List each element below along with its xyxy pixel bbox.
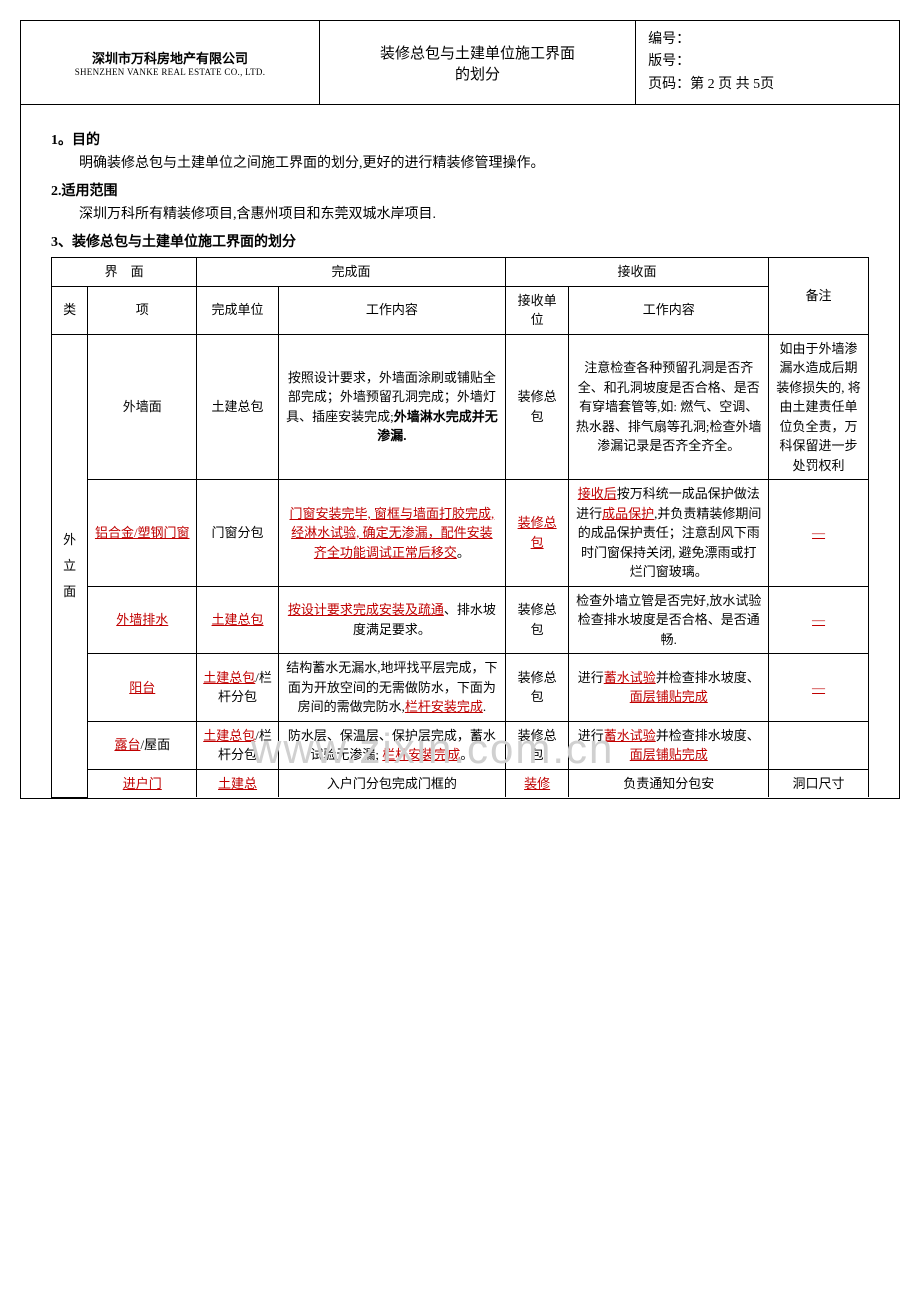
recv-unit-cell: 装修总包 xyxy=(505,334,569,480)
recv-unit-cell: 装修总包 xyxy=(505,480,569,587)
work2-cell: 进行蓄水试验并检查排水坡度、面层铺贴完成 xyxy=(569,654,769,722)
remark-cell: — xyxy=(769,480,869,587)
work1-cell: 门窗安装完毕, 窗框与墙面打胶完成, 经淋水试验, 确定无渗漏，配件安装齐全功能… xyxy=(278,480,505,587)
page-container: 深圳市万科房地产有限公司 SHENZHEN VANKE REAL ESTATE … xyxy=(20,20,900,799)
doc-title-line2: 的划分 xyxy=(332,63,623,84)
table-header-row2: 类 项 完成单位 工作内容 接收单位 工作内容 xyxy=(52,286,869,334)
category-cell: 外立面 xyxy=(52,334,88,797)
meta-no: 编号： xyxy=(648,29,887,51)
interface-table: 界 面 完成面 接收面 备注 类 项 完成单位 工作内容 接收单位 工作内容 外… xyxy=(51,257,869,798)
table-row: 阳台 土建总包/栏杆分包 结构蓄水无漏水,地坪找平层完成，下面为开放空间的无需做… xyxy=(52,654,869,722)
content-area: www.zixin.com.cn 1。目的 明确装修总包与土建单位之间施工界面的… xyxy=(21,105,899,798)
remark-cell: — xyxy=(769,654,869,722)
item-cell: 外墙排水 xyxy=(88,586,197,654)
work2-cell: 检查外墙立管是否完好,放水试验检查排水坡度是否合格、是否通畅. xyxy=(569,586,769,654)
company-name-en: SHENZHEN VANKE REAL ESTATE CO., LTD. xyxy=(33,67,307,77)
remark-cell: 如由于外墙渗漏水造成后期装修损失的, 将由土建责任单位负全责，万科保留进一步处罚… xyxy=(769,334,869,480)
hd-remark: 备注 xyxy=(769,258,869,335)
work1-cell: 防水层、保温层、保护层完成，蓄水试验无渗漏; 栏杆安装完成。 xyxy=(278,721,505,769)
page-header: 深圳市万科房地产有限公司 SHENZHEN VANKE REAL ESTATE … xyxy=(21,21,899,105)
work1-cell: 按设计要求完成安装及疏通、排水坡度满足要求。 xyxy=(278,586,505,654)
remark-cell: — xyxy=(769,586,869,654)
company-name-cn: 深圳市万科房地产有限公司 xyxy=(33,48,307,67)
section2-text: 深圳万科所有精装修项目,含惠州项目和东莞双城水岸项目. xyxy=(51,204,869,225)
done-unit-cell: 土建总包 xyxy=(197,586,279,654)
meta-ver: 版号： xyxy=(648,51,887,73)
table-row: 外立面 外墙面 土建总包 按照设计要求，外墙面涂刷或铺贴全部完成；外墙预留孔洞完… xyxy=(52,334,869,480)
hd-work2: 工作内容 xyxy=(569,286,769,334)
done-unit-cell: 土建总包/栏杆分包 xyxy=(197,721,279,769)
doc-meta-cell: 编号： 版号： 页码：第 2 页 共 5页 xyxy=(636,21,899,105)
table-header-row1: 界 面 完成面 接收面 备注 xyxy=(52,258,869,287)
table-row: 铝合金/塑钢门窗 门窗分包 门窗安装完毕, 窗框与墙面打胶完成, 经淋水试验, … xyxy=(52,480,869,587)
recv-unit-cell: 装修总包 xyxy=(505,721,569,769)
item-cell: 阳台 xyxy=(88,654,197,722)
done-unit-cell: 门窗分包 xyxy=(197,480,279,587)
work2-cell: 负责通知分包安 xyxy=(569,769,769,797)
meta-page: 页码：第 2 页 共 5页 xyxy=(648,74,887,96)
done-unit-cell: 土建总包/栏杆分包 xyxy=(197,654,279,722)
section1-title: 1。目的 xyxy=(51,129,869,149)
hd-interface: 界 面 xyxy=(52,258,197,287)
hd-recv: 接收面 xyxy=(505,258,768,287)
hd-recv-unit: 接收单位 xyxy=(505,286,569,334)
table-row: 外墙排水 土建总包 按设计要求完成安装及疏通、排水坡度满足要求。 装修总包 检查… xyxy=(52,586,869,654)
done-unit-cell: 土建总 xyxy=(197,769,279,797)
table-row: 露台/屋面 土建总包/栏杆分包 防水层、保温层、保护层完成，蓄水试验无渗漏; 栏… xyxy=(52,721,869,769)
item-cell: 铝合金/塑钢门窗 xyxy=(88,480,197,587)
hd-item: 项 xyxy=(88,286,197,334)
remark-cell xyxy=(769,721,869,769)
work2-cell: 接收后按万科统一成品保护做法进行成品保护,并负责精装修期间的成品保护责任；注意刮… xyxy=(569,480,769,587)
section2-title: 2.适用范围 xyxy=(51,180,869,200)
item-cell: 露台/屋面 xyxy=(88,721,197,769)
company-cell: 深圳市万科房地产有限公司 SHENZHEN VANKE REAL ESTATE … xyxy=(21,21,320,105)
item-cell: 进户门 xyxy=(88,769,197,797)
hd-class: 类 xyxy=(52,286,88,334)
item-cell: 外墙面 xyxy=(88,334,197,480)
recv-unit-cell: 装修总包 xyxy=(505,586,569,654)
section3-title: 3、装修总包与土建单位施工界面的划分 xyxy=(51,231,869,251)
recv-unit-cell: 装修总包 xyxy=(505,654,569,722)
hd-done: 完成面 xyxy=(197,258,506,287)
recv-unit-cell: 装修 xyxy=(505,769,569,797)
work1-cell: 按照设计要求，外墙面涂刷或铺贴全部完成；外墙预留孔洞完成；外墙灯具、插座安装完成… xyxy=(278,334,505,480)
remark-cell: 洞口尺寸 xyxy=(769,769,869,797)
work1-cell: 结构蓄水无漏水,地坪找平层完成，下面为开放空间的无需做防水，下面为房间的需做完防… xyxy=(278,654,505,722)
work2-cell: 注意检查各种预留孔洞是否齐全、和孔洞坡度是否合格、是否有穿墙套管等,如: 燃气、… xyxy=(569,334,769,480)
done-unit-cell: 土建总包 xyxy=(197,334,279,480)
doc-title-line1: 装修总包与土建单位施工界面 xyxy=(332,42,623,63)
hd-done-unit: 完成单位 xyxy=(197,286,279,334)
doc-title-cell: 装修总包与土建单位施工界面 的划分 xyxy=(320,21,636,105)
work2-cell: 进行蓄水试验并检查排水坡度、面层铺贴完成 xyxy=(569,721,769,769)
work1-cell: 入户门分包完成门框的 xyxy=(278,769,505,797)
table-row: 进户门 土建总 入户门分包完成门框的 装修 负责通知分包安 洞口尺寸 xyxy=(52,769,869,797)
section1-text: 明确装修总包与土建单位之间施工界面的划分,更好的进行精装修管理操作。 xyxy=(51,153,869,174)
hd-work: 工作内容 xyxy=(278,286,505,334)
